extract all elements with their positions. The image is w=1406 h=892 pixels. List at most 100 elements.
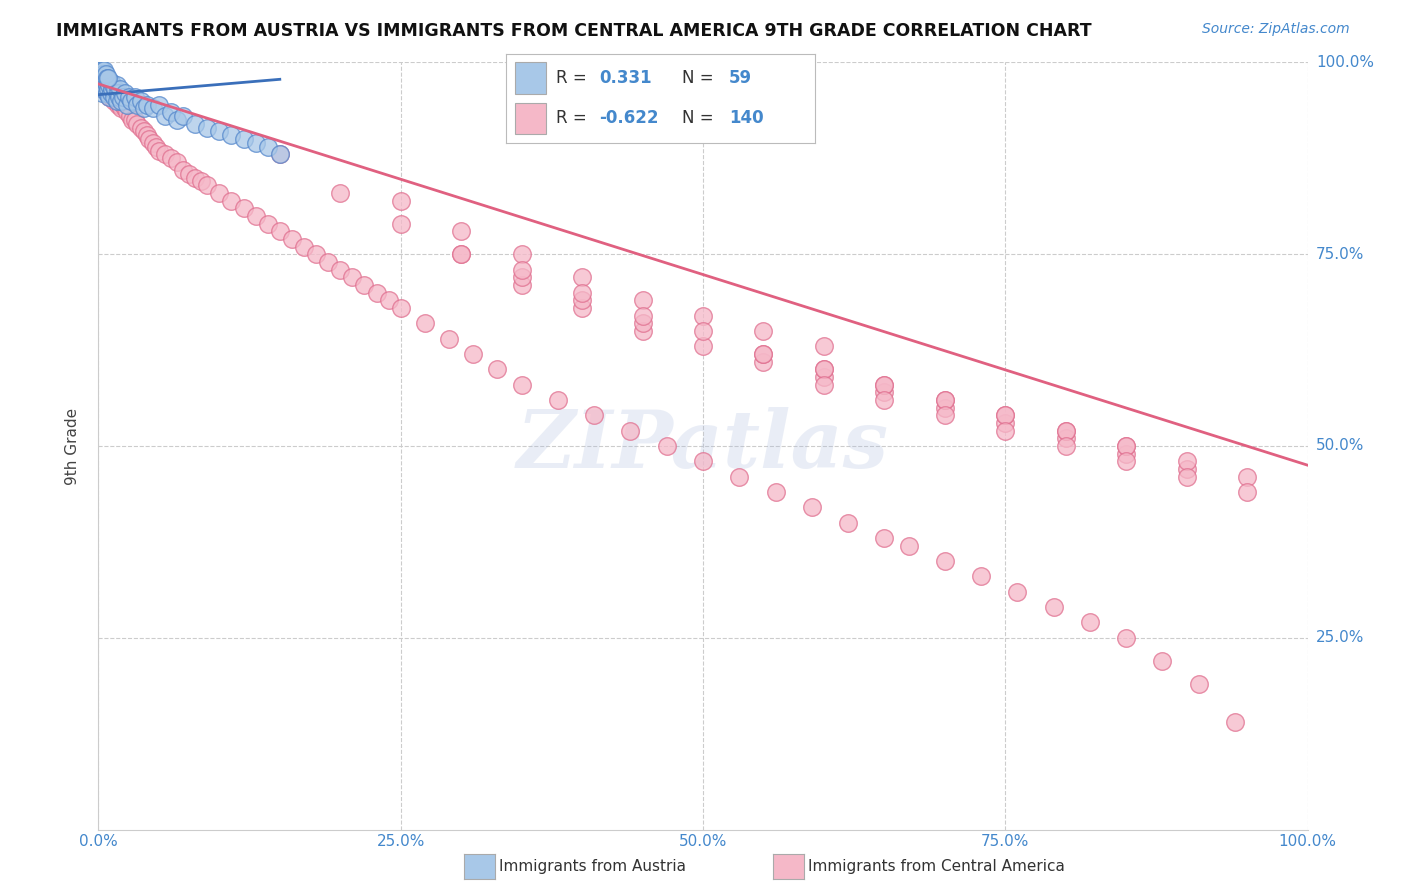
Point	[96, 86, 118, 100]
Text: 100.0%: 100.0%	[1316, 55, 1374, 70]
Point	[1115, 631, 1137, 645]
Point	[873, 392, 896, 407]
Point	[103, 94, 125, 108]
Point	[1115, 439, 1137, 453]
Point	[148, 97, 170, 112]
Point	[127, 117, 149, 131]
Point	[93, 78, 115, 93]
Point	[111, 97, 134, 112]
Point	[108, 97, 131, 112]
Point	[1007, 584, 1029, 599]
Point	[1175, 469, 1198, 483]
Point	[117, 105, 139, 120]
Point	[389, 217, 412, 231]
Point	[813, 377, 835, 392]
Point	[91, 86, 114, 100]
Point	[107, 97, 129, 112]
Point	[655, 439, 678, 453]
Text: 140: 140	[728, 109, 763, 127]
Point	[1236, 485, 1258, 500]
Point	[94, 67, 117, 81]
Point	[547, 392, 569, 407]
Point	[692, 324, 714, 338]
Point	[91, 82, 114, 96]
Point	[108, 82, 131, 96]
Point	[134, 102, 156, 116]
Point	[153, 109, 176, 123]
Point	[101, 86, 124, 100]
Point	[873, 377, 896, 392]
Point	[292, 239, 315, 253]
Text: N =: N =	[682, 69, 714, 87]
Point	[571, 301, 593, 315]
Point	[752, 347, 775, 361]
Point	[108, 94, 131, 108]
Point	[135, 97, 157, 112]
Point	[114, 102, 136, 116]
Point	[148, 144, 170, 158]
Point	[377, 293, 399, 308]
Point	[510, 377, 533, 392]
Point	[142, 102, 165, 116]
Text: Source: ZipAtlas.com: Source: ZipAtlas.com	[1202, 22, 1350, 37]
Point	[897, 539, 920, 553]
Point	[91, 67, 114, 81]
Point	[437, 332, 460, 346]
Point	[728, 469, 751, 483]
Point	[510, 277, 533, 292]
Point	[105, 90, 128, 104]
Point	[1236, 469, 1258, 483]
FancyBboxPatch shape	[516, 103, 547, 134]
Point	[90, 78, 112, 93]
Point	[221, 194, 243, 208]
Point	[97, 74, 120, 88]
Y-axis label: 9th Grade: 9th Grade	[65, 408, 80, 484]
Point	[1078, 615, 1101, 630]
Point	[145, 140, 167, 154]
Point	[94, 82, 117, 96]
Point	[208, 124, 231, 138]
Point	[91, 74, 114, 88]
Point	[110, 94, 132, 108]
Point	[450, 247, 472, 261]
Point	[692, 454, 714, 468]
Point	[752, 347, 775, 361]
Point	[934, 392, 956, 407]
Text: 0.331: 0.331	[599, 69, 651, 87]
Point	[1054, 424, 1077, 438]
Point	[232, 132, 254, 146]
Point	[195, 178, 218, 193]
Text: R =: R =	[555, 69, 586, 87]
Point	[631, 293, 654, 308]
Point	[96, 78, 118, 93]
Point	[934, 392, 956, 407]
Point	[463, 347, 485, 361]
Point	[970, 569, 993, 583]
Point	[873, 385, 896, 400]
Point	[1188, 677, 1211, 691]
Point	[245, 136, 267, 150]
Point	[104, 82, 127, 96]
Point	[105, 78, 128, 93]
Point	[94, 82, 117, 96]
Point	[353, 277, 375, 292]
Point	[631, 324, 654, 338]
Point	[571, 270, 593, 285]
Point	[1054, 431, 1077, 445]
Point	[138, 132, 160, 146]
Point	[1115, 439, 1137, 453]
Point	[510, 247, 533, 261]
Point	[129, 120, 152, 135]
Point	[1175, 462, 1198, 476]
Point	[1175, 454, 1198, 468]
Point	[800, 500, 823, 515]
Point	[124, 90, 146, 104]
Point	[103, 90, 125, 104]
Point	[107, 86, 129, 100]
Point	[510, 270, 533, 285]
Point	[89, 74, 111, 88]
Point	[1223, 715, 1246, 730]
Point	[96, 86, 118, 100]
Text: R =: R =	[555, 109, 586, 127]
Point	[142, 136, 165, 150]
